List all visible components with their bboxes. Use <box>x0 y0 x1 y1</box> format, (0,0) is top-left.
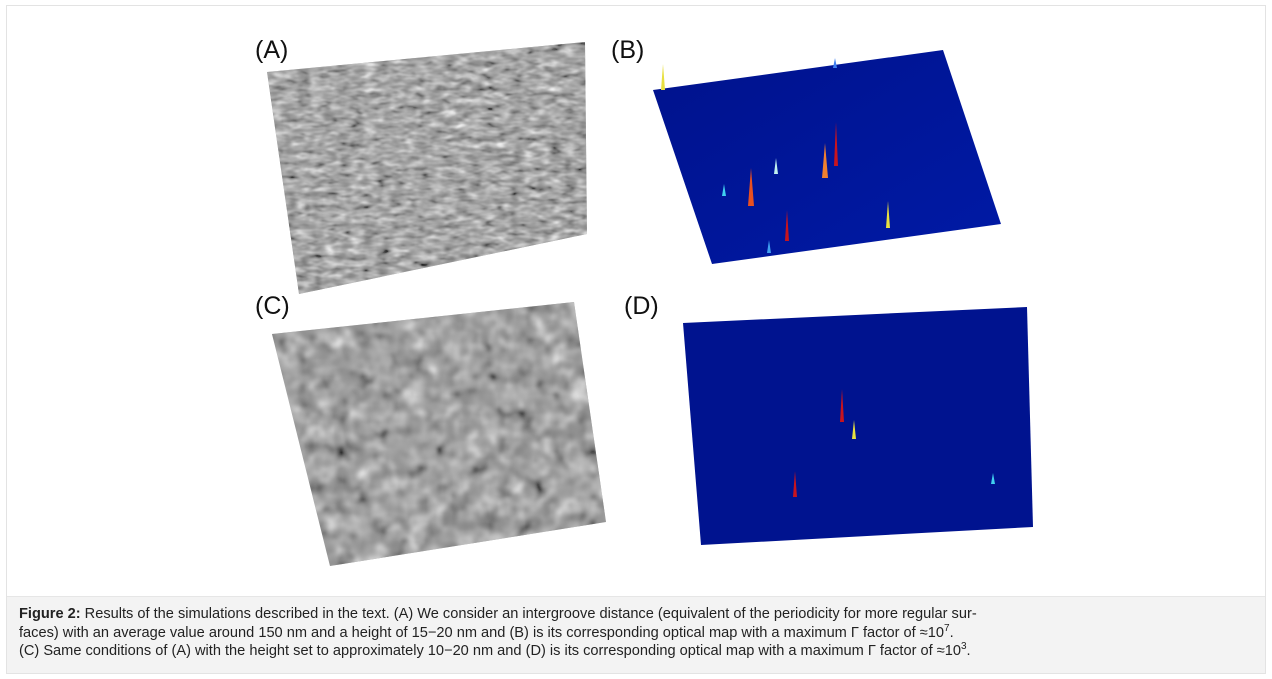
panel-label-b: (B) <box>611 36 645 64</box>
peak <box>722 184 726 196</box>
map-b-plane <box>653 50 1001 264</box>
caption-text-3: (C) Same conditions of (A) with the heig… <box>19 643 961 659</box>
panel-c-surface-plot <box>272 302 606 566</box>
caption-line-3: (C) Same conditions of (A) with the heig… <box>19 642 1253 661</box>
peak <box>822 143 828 178</box>
panel-b-optical-map <box>653 50 1001 264</box>
peak <box>833 58 837 68</box>
caption-line-1: Figure 2: Results of the simulations des… <box>19 605 1253 624</box>
figure-image: (A) (B) (C) (D) <box>7 6 1265 596</box>
peak <box>886 201 890 228</box>
peak <box>785 210 789 241</box>
caption-text-2: faces) with an average value around 150 … <box>19 624 945 641</box>
peak <box>840 389 844 422</box>
panel-a-surface-plot <box>267 42 587 294</box>
caption-text-2-end: . <box>949 624 954 641</box>
caption-exponent-3: 3 <box>960 641 967 653</box>
caption-text-3-end: . <box>966 643 971 659</box>
peak <box>852 420 856 439</box>
figure-label: Figure 2: <box>19 606 81 622</box>
peak <box>767 240 771 253</box>
map-d-peaks <box>793 389 995 497</box>
caption-line-2: faces) with an average value around 150 … <box>19 622 1253 643</box>
figure-frame: (A) (B) (C) (D) Figure 2: Results of the… <box>6 5 1266 674</box>
peak <box>991 473 995 484</box>
peak <box>774 158 778 174</box>
caption-exponent-2: 7 <box>944 622 950 634</box>
panel-d-optical-map <box>683 307 1033 545</box>
figure-caption: Figure 2: Results of the simulations des… <box>7 596 1265 673</box>
peak <box>834 122 838 166</box>
peak <box>793 471 797 497</box>
map-d-plane <box>683 307 1033 545</box>
panel-label-a: (A) <box>255 36 289 64</box>
panel-label-c: (C) <box>255 292 290 320</box>
caption-text-1: Results of the simulations described in … <box>80 606 977 622</box>
map-b-peaks <box>661 58 890 253</box>
peak <box>748 168 754 206</box>
panel-label-d: (D) <box>624 292 659 320</box>
peak <box>661 64 665 90</box>
